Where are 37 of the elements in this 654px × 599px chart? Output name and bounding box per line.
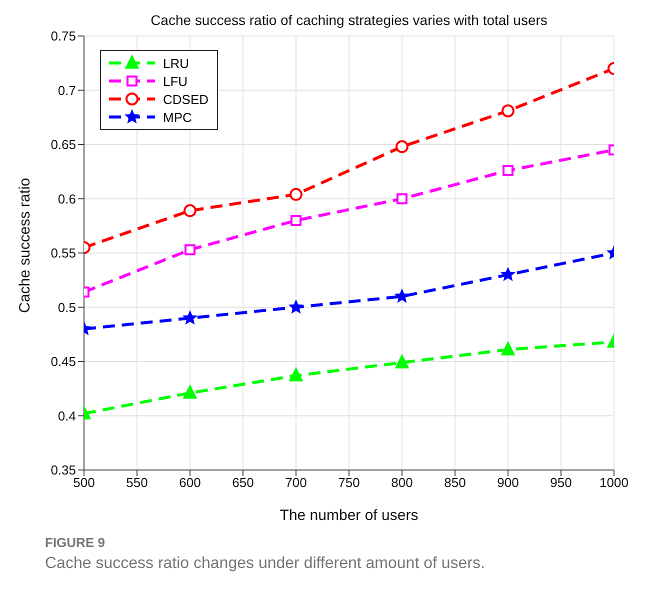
point [290,188,302,201]
x-tick-label: 550 [126,475,148,490]
x-tick-label: 1000 [600,475,628,490]
chart-title: Cache success ratio of caching strategies varies with total users [150,12,548,28]
x-tick-label: 500 [73,475,95,490]
point [290,214,302,226]
y-tick-label: 0.4 [58,408,76,424]
y-axis-title: Cache success ratio [16,178,34,313]
point [288,299,304,314]
y-tick-label: 0.7 [58,82,76,98]
y-tick-label: 0.75 [50,28,76,44]
x-tick-label: 600 [179,475,201,490]
y-tick-label: 0.35 [50,462,76,478]
y-tick-label: 0.6 [58,191,76,206]
x-tick-label: 950 [550,475,572,490]
legend-label: LFU [163,74,188,88]
point [289,368,303,382]
caption: FIGURE 9 [45,535,105,550]
point [394,288,410,303]
x-tick-label: 900 [497,475,519,490]
x-tick-label: 750 [338,475,360,490]
text: Cache success ratio changes under different amount of users. [45,555,485,573]
y-tick-label: 0.55 [50,246,76,261]
point [396,140,408,154]
x-tick-label: 800 [391,475,413,490]
x-tick-label: 850 [444,475,466,490]
legend-label: LRU [163,56,190,70]
point [396,193,408,204]
y-tick-label: 0.5 [58,300,76,315]
point [395,354,409,368]
y-tick-label: 0.65 [50,137,76,152]
y-tick-label: 0.45 [50,354,76,370]
x-axis-title: The number of users [280,507,418,524]
legend-label: MPC [163,110,192,124]
legend-label: CDSED [163,92,209,106]
x-tick-label: 650 [232,475,254,490]
x-tick-label: 700 [285,475,307,490]
